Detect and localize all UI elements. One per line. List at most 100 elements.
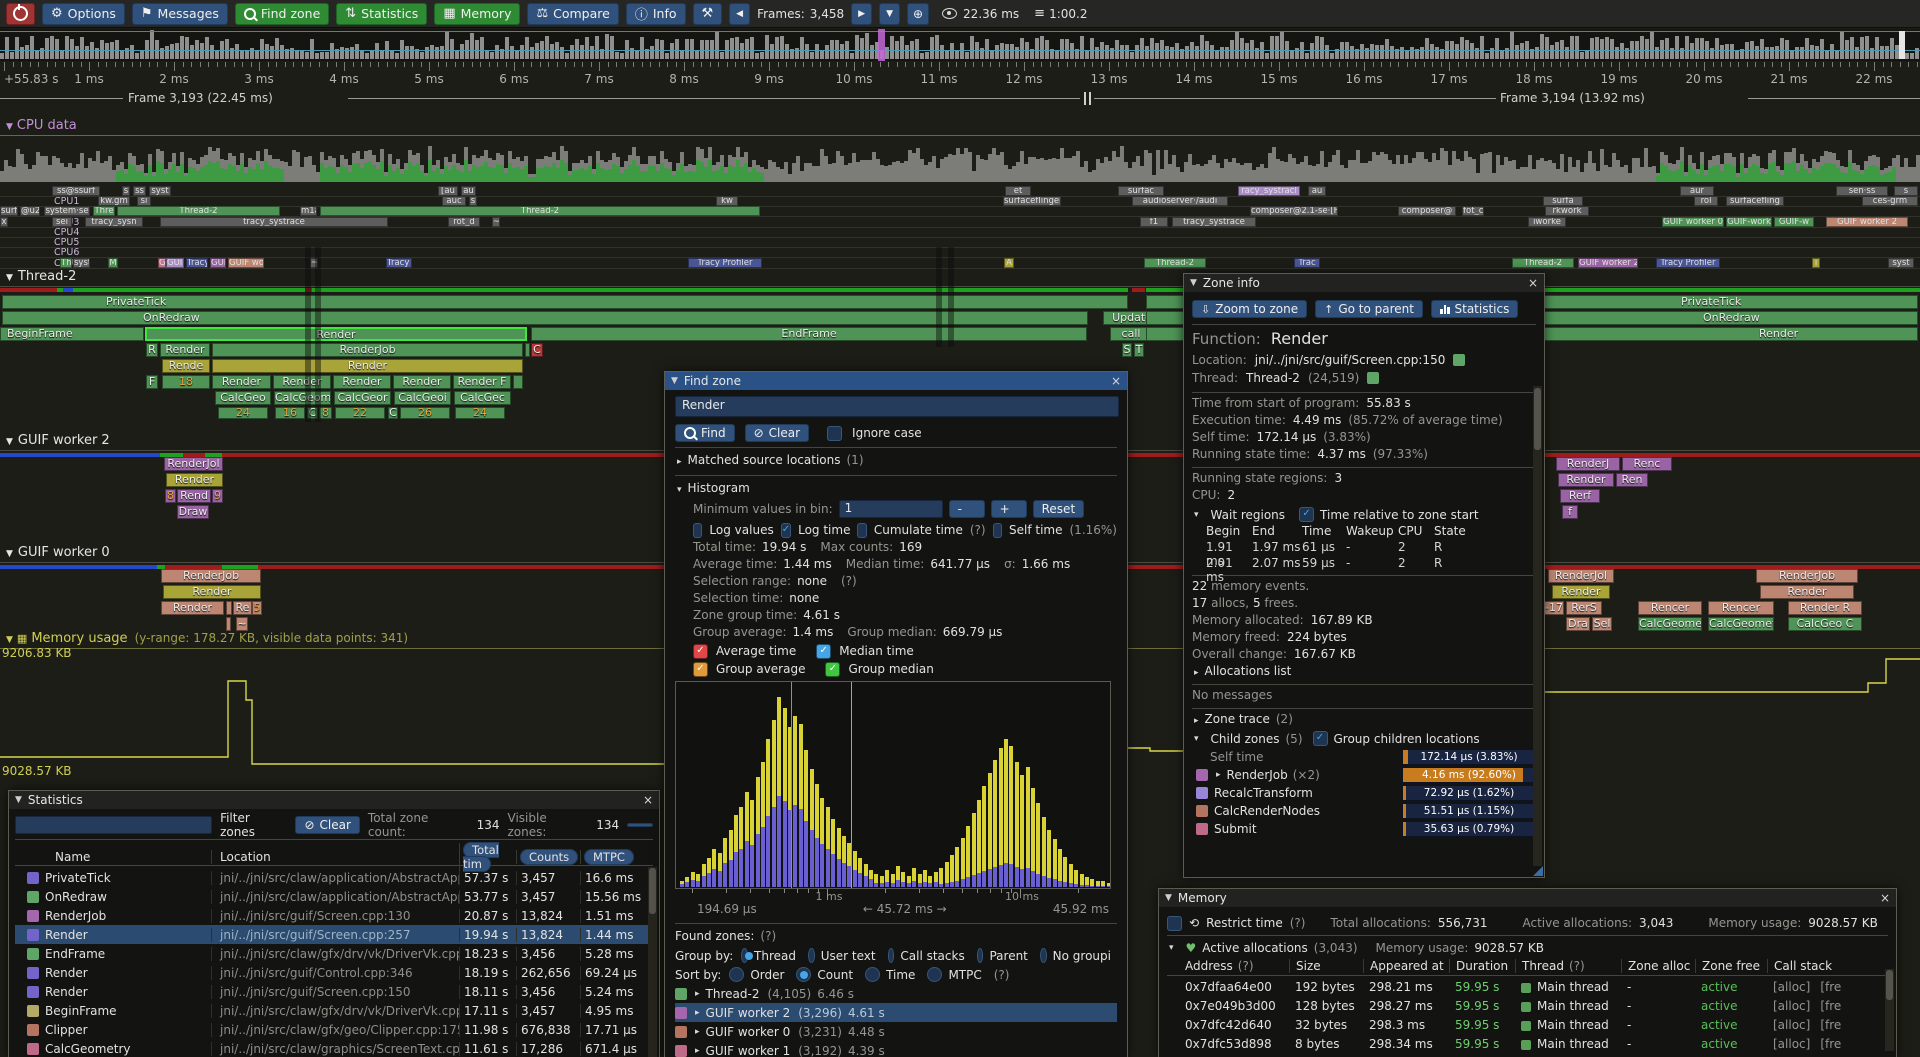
cpu-zone[interactable]: [au xyxy=(438,186,458,196)
statistics-scrollbar[interactable] xyxy=(648,867,657,1057)
timeline-zone[interactable]: 22 xyxy=(335,407,385,419)
average-time-checkbox[interactable]: ✓ xyxy=(693,643,708,659)
timeline-zone[interactable]: Render xyxy=(393,375,451,389)
log-time-checkbox[interactable]: ✓ xyxy=(780,522,792,538)
timeline-zone[interactable]: RenderJob xyxy=(1756,569,1858,583)
parent-radio[interactable] xyxy=(976,948,984,963)
timeline-zone[interactable] xyxy=(226,601,232,615)
clear-button[interactable]: ⊘ Clear xyxy=(744,424,810,442)
matched-source-locations-row[interactable]: ▸ Matched source locations (1) xyxy=(677,453,864,467)
ignore-case-checkbox[interactable] xyxy=(827,425,843,441)
col-total-time[interactable]: Total tim xyxy=(463,842,499,872)
child-zone-row[interactable]: RecalcTransform 72.92 µs (1.62%) xyxy=(1192,784,1536,802)
timeline-zone[interactable]: 8 xyxy=(319,407,332,419)
timeline-zone[interactable]: Rencer xyxy=(1708,601,1774,615)
child-zones-header[interactable]: ▾ Child zones (5) ✓ Group children locations xyxy=(1194,731,1480,746)
cpu-zone[interactable]: kw.gm xyxy=(98,196,130,206)
timeline-zone[interactable]: RerS xyxy=(1566,601,1602,615)
cpu-zone[interactable]: Tracy Profiler xyxy=(1656,258,1720,268)
collapse-icon[interactable]: ▼ xyxy=(6,122,13,132)
extra-button[interactable] xyxy=(627,823,653,827)
timeline-zone[interactable]: CalcGec xyxy=(454,391,511,405)
wait-regions-header[interactable]: ▾ Wait regions ✓ Time relative to zone star… xyxy=(1194,507,1479,522)
cpu-zone[interactable]: syst xyxy=(1888,258,1914,268)
next-frame-button[interactable]: ▶ xyxy=(851,2,873,25)
cpu-zone[interactable]: ~ xyxy=(492,217,500,227)
cpu-zone[interactable]: rot_d xyxy=(448,217,480,227)
timeline-zone[interactable]: F xyxy=(146,375,158,389)
find-zone-button[interactable]: Find zone xyxy=(234,2,330,25)
timeline-zone[interactable]: Draw xyxy=(177,505,209,519)
timeline-zone[interactable]: 16 xyxy=(275,407,305,419)
goto-frame-button[interactable]: ⊕ xyxy=(906,2,930,25)
timeline-zone[interactable]: 8 xyxy=(165,489,176,503)
cpu-zone[interactable]: tracy_systrace xyxy=(160,217,388,227)
cpu-zone[interactable]: Thre xyxy=(93,206,115,216)
timeline-zone[interactable]: OnRedraw xyxy=(2,311,1088,325)
timeline-zone[interactable] xyxy=(513,375,523,389)
timeline-zone[interactable]: Rencer xyxy=(1638,601,1702,615)
timeline-zone[interactable]: Render R xyxy=(1788,601,1862,615)
collapse-icon[interactable]: ▼ xyxy=(1165,893,1172,903)
cpu-zone[interactable]: G xyxy=(158,258,166,268)
timeline-zone[interactable]: C xyxy=(307,407,318,419)
timeline-zone[interactable]: f xyxy=(1562,505,1578,519)
cpu-zone[interactable]: @u2g xyxy=(20,206,40,216)
cpu-zone[interactable]: GUIF-work xyxy=(1726,217,1772,227)
user-text-radio[interactable] xyxy=(807,948,815,963)
options-button[interactable]: ⚙ Options xyxy=(42,2,125,25)
cpu-zone[interactable]: ss@ssurf xyxy=(52,186,100,196)
found-zone-group[interactable]: ▸ GUIF worker 1 (3,192) 4.39 s xyxy=(675,1041,1117,1057)
find-zone-titlebar[interactable]: ▼ Find zone × xyxy=(665,372,1127,390)
memory-scrollbar[interactable] xyxy=(1885,969,1894,1051)
cpu-zone[interactable]: et xyxy=(1005,186,1031,196)
info-button[interactable]: ⓘ Info xyxy=(625,2,686,25)
stats-row[interactable]: Clipper jni/../jni/src/claw/gfx/geo/Clipp… xyxy=(15,1020,653,1039)
cpu-zone[interactable]: fot_cl xyxy=(1462,206,1484,216)
histogram-row[interactable]: ▾ Histogram xyxy=(677,481,750,495)
timeline-zone[interactable]: R xyxy=(146,343,158,357)
timeline-zone[interactable]: Rerf xyxy=(1560,489,1600,503)
cpu-zone[interactable]: GUIF-w xyxy=(1774,217,1814,227)
memory-window-titlebar[interactable]: ▼ Memory × xyxy=(1159,889,1896,907)
active-allocations-row[interactable]: ▾ ♥ Active allocations (3,043) Memory usage:… xyxy=(1169,940,1544,955)
timeline-zone[interactable]: Ren xyxy=(1616,473,1648,487)
self-time-checkbox[interactable] xyxy=(992,522,1003,538)
cpu-zone[interactable]: GUIF worker 2 xyxy=(1578,258,1638,268)
prev-frame-button[interactable]: ◀ xyxy=(729,2,751,25)
cpu-zone[interactable]: si xyxy=(137,196,151,206)
zoom-to-zone-button[interactable]: ⇩ Zoom to zone xyxy=(1192,300,1308,318)
close-icon[interactable]: × xyxy=(1110,374,1121,388)
cpu-zone[interactable]: GUIF wor xyxy=(228,258,264,268)
order-radio[interactable] xyxy=(729,967,745,982)
cpu-zone[interactable]: syst xyxy=(149,186,171,196)
cpu-zone[interactable]: GUIF xyxy=(166,258,184,268)
timeline-zone[interactable]: 9 xyxy=(212,489,223,503)
log-values-checkbox[interactable] xyxy=(693,522,703,538)
child-zone-row[interactable]: Submit 35.63 µs (0.79%) xyxy=(1192,820,1536,838)
cpu-zone[interactable]: ~ xyxy=(310,258,318,268)
cpu-zone[interactable]: au xyxy=(461,186,476,196)
timeline-zone[interactable]: Dra xyxy=(1566,617,1590,631)
cpu-zone[interactable]: Tracy Profiler xyxy=(688,258,762,268)
timeline-zone[interactable]: EndFrame xyxy=(531,327,1087,341)
cpu-zone[interactable]: tracy_sysn xyxy=(85,217,143,227)
frame-select-button[interactable]: ▼ xyxy=(879,2,900,25)
timeline-zone[interactable]: CalcGeor xyxy=(334,391,391,405)
child-zone-row[interactable]: CalcRenderNodes 51.51 µs (1.15%) xyxy=(1192,802,1536,820)
timeline-zone[interactable]: Render F xyxy=(453,375,511,389)
timeline-zone[interactable]: RenderJob xyxy=(161,569,261,583)
cpu-zone[interactable]: racy_systracl xyxy=(1238,186,1300,196)
timeline-zone[interactable] xyxy=(525,343,530,357)
timeline-zone[interactable]: Render xyxy=(145,327,527,341)
timeline-zone[interactable]: CalcGeome xyxy=(1638,617,1702,631)
timeline-zone[interactable]: BeginFrame xyxy=(0,327,144,341)
stats-row[interactable]: Render jni/../jni/src/guif/Screen.cpp:257… xyxy=(15,925,653,944)
timeline-zone[interactable]: Render xyxy=(333,375,391,389)
cpu-zone[interactable]: auc xyxy=(442,196,466,206)
cpu-zone[interactable]: M xyxy=(108,258,118,268)
find-button[interactable]: Find xyxy=(675,424,735,442)
close-icon[interactable]: × xyxy=(1527,276,1538,290)
cpu-zone[interactable]: Thread-2 xyxy=(1512,258,1574,268)
compare-button[interactable]: ⚖ Compare xyxy=(527,2,619,25)
